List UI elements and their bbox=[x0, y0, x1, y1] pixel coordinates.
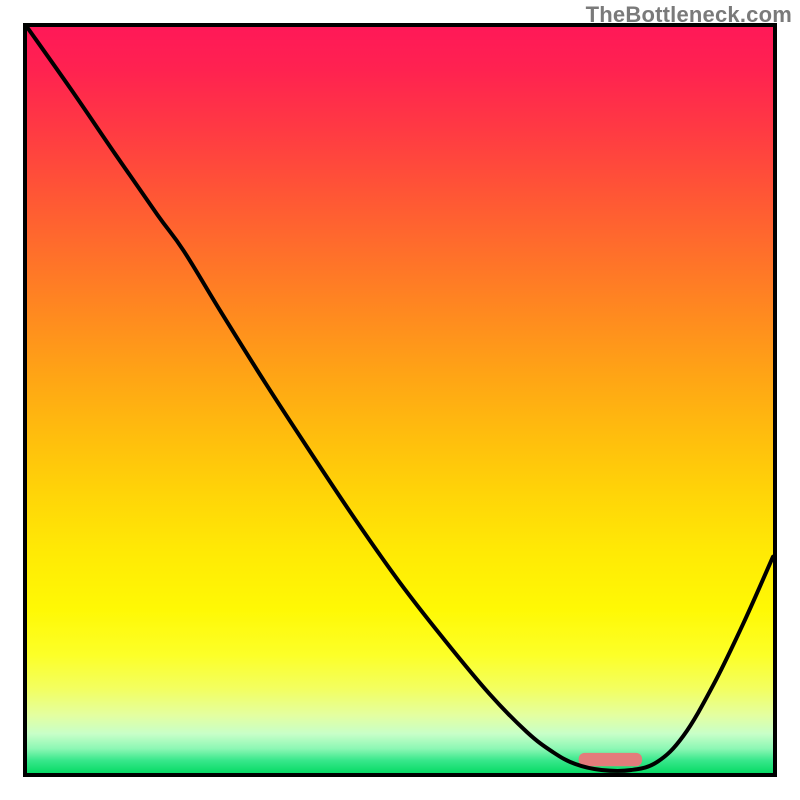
watermark-text: TheBottleneck.com bbox=[586, 2, 792, 28]
optimal-range-marker bbox=[579, 753, 642, 766]
chart-svg bbox=[0, 0, 800, 800]
gradient-background bbox=[25, 25, 775, 775]
bottleneck-chart: TheBottleneck.com bbox=[0, 0, 800, 800]
